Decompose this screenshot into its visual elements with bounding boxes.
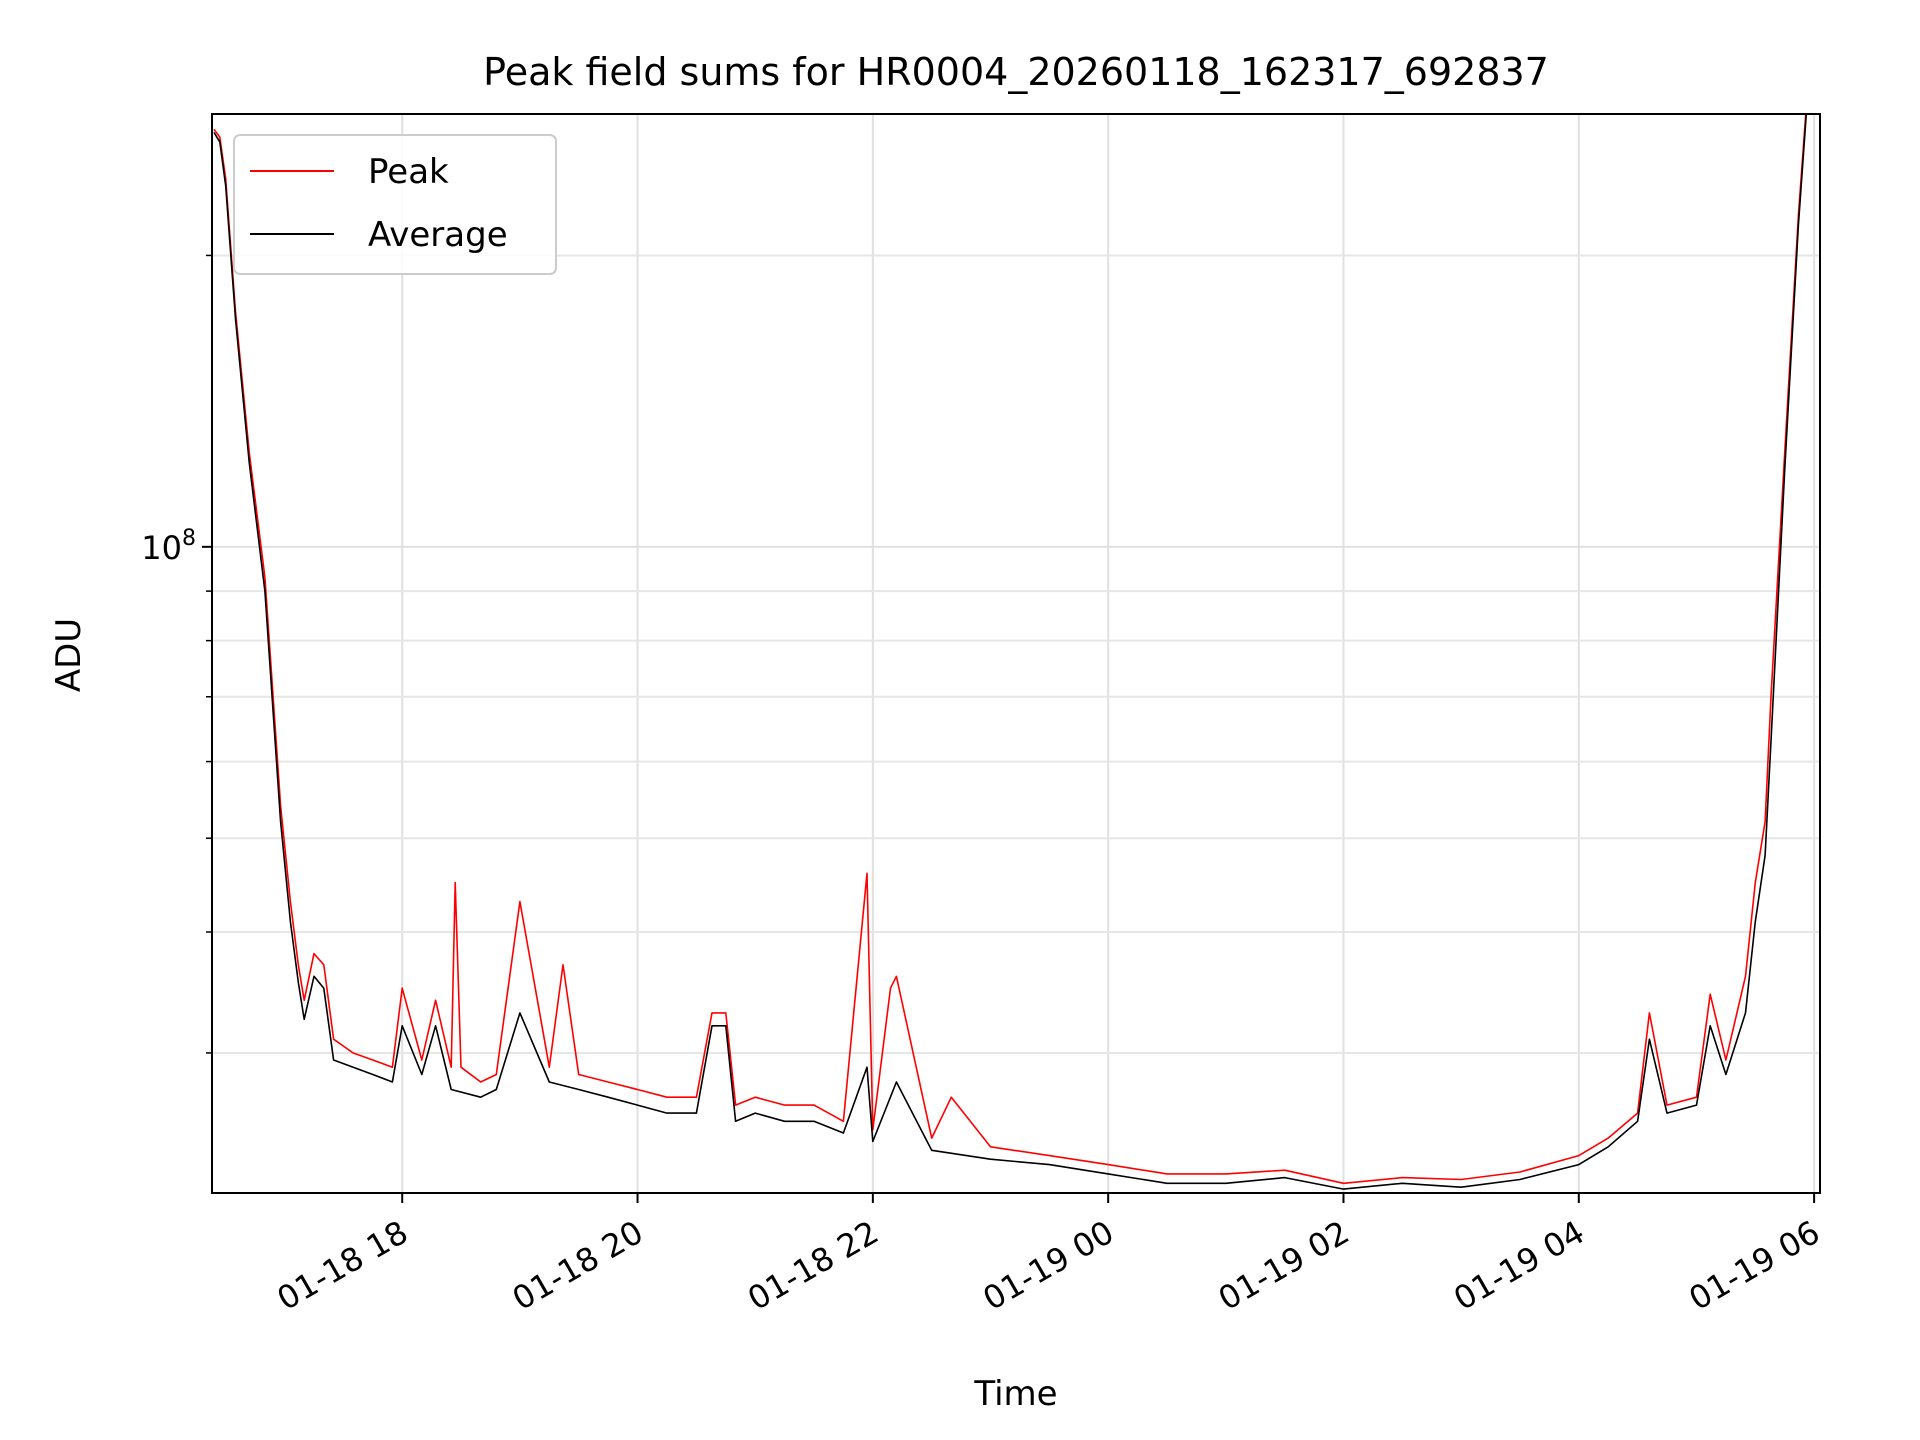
chart-title: Peak field sums for HR0004_20260118_1623…: [483, 50, 1549, 94]
plot-frame: [211, 113, 1821, 1194]
y-tick-label-0: 108: [141, 526, 196, 567]
y-axis-label: ADU: [49, 618, 89, 692]
legend-label-peak: Peak: [368, 152, 449, 192]
y-axis: 108: [141, 254, 212, 1054]
legend: Peak Average: [233, 134, 557, 275]
series-line-peak: [213, 114, 1807, 1185]
x-axis-label: Time: [973, 1374, 1057, 1414]
series-layer: [213, 114, 1808, 1190]
series-line-average: [213, 114, 1808, 1190]
legend-label-average: Average: [368, 215, 508, 255]
legend-box: [233, 134, 557, 275]
plot-area: [212, 114, 1820, 1193]
grid-x: [401, 114, 1816, 1193]
